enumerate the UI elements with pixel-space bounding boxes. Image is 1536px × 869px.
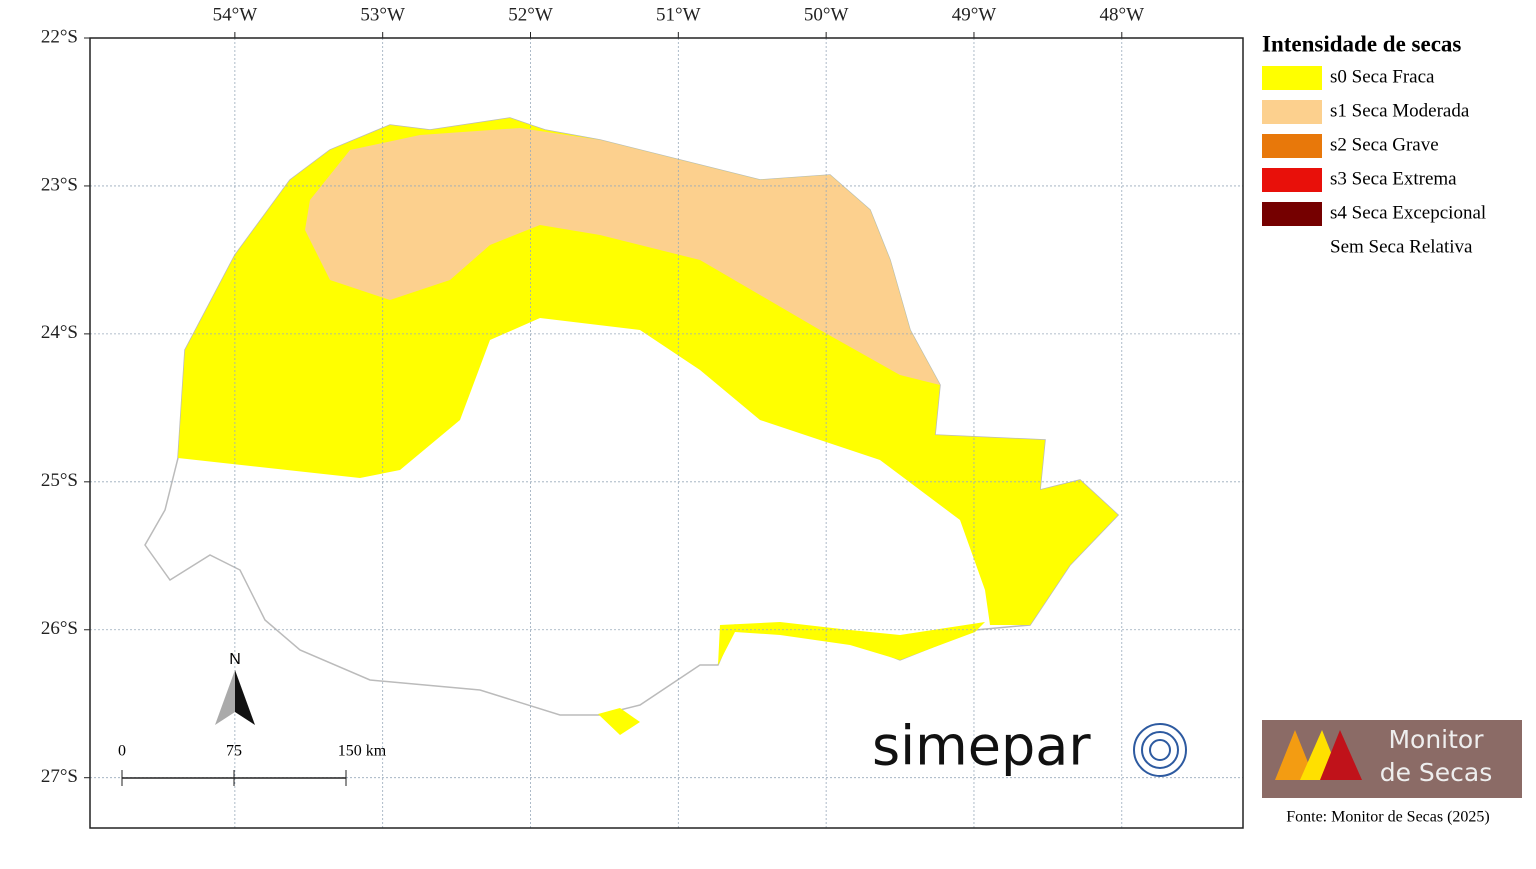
legend-swatch	[1262, 66, 1322, 90]
x-tick-label: 50°W	[804, 4, 849, 25]
x-tick-label: 52°W	[508, 4, 553, 25]
legend-label: s4 Seca Excepcional	[1330, 202, 1486, 223]
north-label: N	[229, 651, 241, 668]
scale-label: 150 km	[338, 743, 387, 760]
x-tick-label: 54°W	[213, 4, 258, 25]
drought-s0-coast	[718, 622, 985, 665]
legend-swatch	[1262, 202, 1322, 226]
logo-shape	[1275, 730, 1315, 780]
y-tick-label: 25°S	[41, 470, 78, 491]
north-arrow: N	[215, 651, 255, 725]
simepar-logo: simepar	[872, 715, 1187, 778]
monitor-logo: Monitor de Secas	[1262, 720, 1522, 798]
y-tick-label: 22°S	[41, 26, 78, 47]
x-tick-label: 48°W	[1100, 4, 1145, 25]
logo-line1: Monitor	[1388, 725, 1484, 754]
legend-swatch	[1262, 168, 1322, 192]
logo-line2: de Secas	[1380, 758, 1493, 787]
legend-label: s1 Seca Moderada	[1330, 100, 1470, 121]
drought-s1-area	[305, 128, 940, 385]
legend-swatch	[1262, 100, 1322, 124]
y-tick-label: 23°S	[41, 174, 78, 195]
scale-label: 75	[226, 743, 242, 760]
legend-label: s2 Seca Grave	[1330, 134, 1439, 155]
drought-s0-patch	[598, 708, 640, 735]
logo-shape	[1320, 730, 1362, 780]
source: Fonte: Monitor de Secas (2025)	[1286, 809, 1490, 826]
arrow-left	[215, 670, 235, 725]
brand-text: simepar	[872, 715, 1091, 778]
legend: Intensidade de secas s0 Seca Fraca s1 Sec…	[1262, 31, 1486, 257]
legend-swatch	[1262, 134, 1322, 158]
x-tick-label: 49°W	[952, 4, 997, 25]
scale-label: 0	[118, 743, 126, 760]
ring	[1141, 731, 1179, 769]
arrow-right	[235, 670, 255, 725]
legend-label: Sem Seca Relativa	[1330, 236, 1473, 257]
scale-bar: 0 75 150 km	[118, 743, 387, 786]
legend-label: s3 Seca Extrema	[1330, 168, 1457, 189]
y-tick-label: 24°S	[41, 322, 78, 343]
legend-label: s0 Seca Fraca	[1330, 66, 1435, 87]
graticule: 54°W 53°W 52°W 51°W 50°W 49°W 48°W 22°S 23°S 24°S…	[41, 4, 1243, 828]
state-map	[144, 117, 1120, 735]
ring	[1133, 723, 1187, 777]
legend-title: Intensidade de secas	[1262, 31, 1461, 56]
y-tick-label: 26°S	[41, 618, 78, 639]
ring	[1149, 739, 1171, 761]
x-tick-label: 53°W	[360, 4, 405, 25]
x-tick-label: 51°W	[656, 4, 701, 25]
map-frame	[89, 37, 1244, 829]
y-tick-label: 27°S	[41, 766, 78, 787]
